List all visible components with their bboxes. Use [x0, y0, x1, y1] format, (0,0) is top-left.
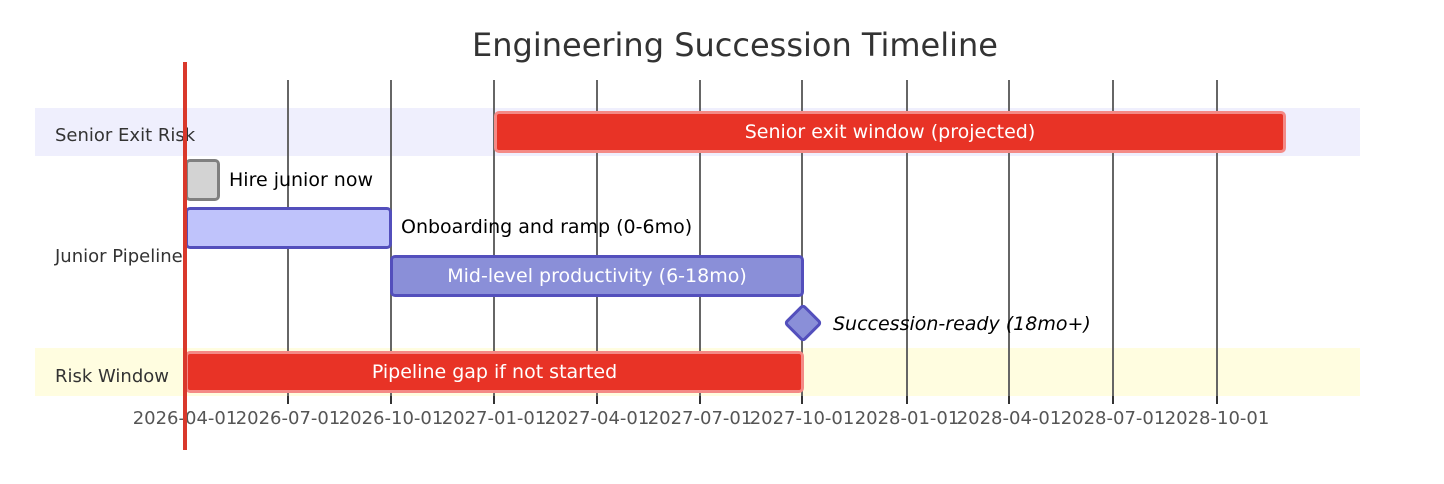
task-senior-exit-window[interactable]: Senior exit window (projected) — [494, 111, 1286, 153]
axis-tick-label: 2026-07-01 — [235, 408, 341, 429]
axis-tick-label: 2027-04-01 — [544, 408, 650, 429]
axis-tick-label: 2028-04-01 — [956, 408, 1062, 429]
task-pipeline-gap[interactable]: Pipeline gap if not started — [185, 351, 804, 393]
axis-tick — [699, 396, 701, 404]
section-label-risk: Risk Window — [55, 366, 170, 387]
section-label-junior: Junior Pipeline — [55, 246, 183, 267]
task-onboarding[interactable] — [185, 207, 392, 249]
axis-tick — [493, 396, 495, 404]
axis-tick-label: 2027-01-01 — [441, 408, 547, 429]
axis-tick — [906, 396, 908, 404]
grid-line — [596, 80, 598, 398]
axis-tick — [1216, 396, 1218, 404]
grid-line — [1216, 80, 1218, 398]
axis-tick — [801, 396, 803, 404]
task-label: Pipeline gap if not started — [371, 361, 618, 383]
axis-tick-label: 2028-01-01 — [854, 408, 960, 429]
grid-line — [1008, 80, 1010, 398]
today-marker-line — [183, 62, 187, 450]
task-hire-junior[interactable] — [185, 159, 220, 201]
task-label: Mid-level productivity (6-18mo) — [447, 265, 747, 287]
axis-tick — [1008, 396, 1010, 404]
axis-tick — [596, 396, 598, 404]
task-label: Senior exit window (projected) — [744, 121, 1036, 143]
axis-tick-label: 2026-10-01 — [338, 408, 444, 429]
grid-line — [801, 80, 803, 398]
grid-line — [699, 80, 701, 398]
task-midlevel[interactable]: Mid-level productivity (6-18mo) — [390, 255, 804, 297]
chart-title: Engineering Succession Timeline — [472, 26, 998, 64]
task-label-hire: Hire junior now — [229, 169, 374, 191]
section-band-junior — [35, 156, 1360, 348]
axis-tick-label: 2027-07-01 — [647, 408, 753, 429]
section-label-senior: Senior Exit Risk — [55, 125, 196, 146]
grid-line — [493, 80, 495, 398]
grid-line — [906, 80, 908, 398]
milestone-label-succession: Succession-ready (18mo+) — [833, 313, 1091, 335]
axis-tick — [390, 396, 392, 404]
axis-tick — [287, 396, 289, 404]
task-label-onboarding: Onboarding and ramp (0-6mo) — [401, 216, 693, 238]
axis-tick-label: 2027-10-01 — [749, 408, 855, 429]
axis-tick-label: 2028-10-01 — [1164, 408, 1270, 429]
grid-line — [1112, 80, 1114, 398]
axis-tick — [1112, 396, 1114, 404]
axis-tick-label: 2028-07-01 — [1060, 408, 1166, 429]
